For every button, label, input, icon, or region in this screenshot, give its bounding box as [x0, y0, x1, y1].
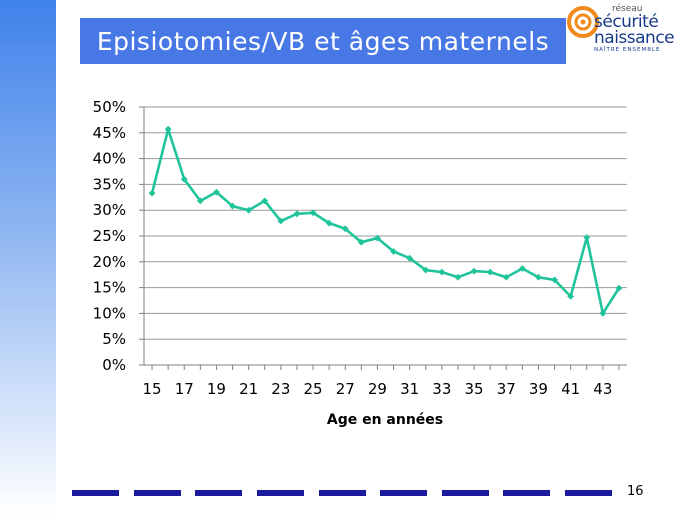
footer-dash: [380, 490, 428, 496]
x-tick-label: 19: [207, 380, 226, 398]
chart-gridlines: [143, 106, 627, 366]
y-axis-ticks: 0% 5% 10% 15% 20% 25% 30% 35% 40% 45% 50%: [93, 98, 144, 374]
footer-dash: [318, 490, 366, 496]
x-tick-label: 31: [400, 380, 419, 398]
footer-dash: [441, 490, 489, 496]
footer-dash: [72, 490, 119, 496]
data-point: [438, 268, 446, 276]
data-point: [599, 310, 607, 317]
x-tick-label: 33: [432, 380, 451, 398]
data-point: [196, 197, 204, 205]
y-tick-label: 50%: [93, 98, 126, 116]
data-point: [615, 284, 623, 292]
logo-line-reseau: réseau: [612, 4, 643, 14]
data-point: [164, 125, 172, 133]
data-point: [325, 219, 333, 227]
data-point: [518, 265, 526, 272]
y-tick-label: 25%: [93, 227, 126, 245]
logo-line-naissance: naissance: [594, 28, 675, 48]
data-point: [341, 225, 349, 233]
x-tick-label: 15: [143, 380, 162, 398]
data-point: [535, 273, 542, 281]
x-tick-label: 25: [304, 380, 323, 398]
footer-dash: [133, 490, 181, 496]
data-point: [567, 292, 575, 300]
y-tick-label: 20%: [93, 253, 126, 271]
title-banner: Episiotomies/VB et âges maternels: [80, 18, 566, 64]
data-point: [148, 189, 156, 197]
data-point: [502, 273, 510, 281]
x-tick-label: 35: [465, 380, 484, 398]
footer-dash: [503, 490, 551, 496]
series-line: [150, 127, 621, 315]
data-point: [551, 276, 558, 284]
data-point: [422, 266, 430, 274]
x-tick-label: 21: [239, 380, 258, 398]
y-tick-label: 10%: [93, 304, 126, 322]
logo-swirl-icon: [567, 6, 599, 38]
footer-dashes: [72, 490, 612, 496]
x-tick-label: 39: [529, 380, 548, 398]
data-point: [309, 209, 317, 217]
y-tick-label: 45%: [93, 124, 126, 142]
data-point: [390, 248, 397, 255]
y-tick-label: 5%: [102, 330, 126, 348]
x-tick-label: 17: [175, 380, 194, 398]
y-tick-label: 30%: [93, 201, 126, 219]
footer-dash: [565, 490, 612, 496]
data-point: [357, 238, 365, 246]
data-point: [213, 188, 220, 196]
x-tick-label: 37: [497, 380, 516, 398]
x-tick-label: 29: [368, 380, 387, 398]
x-axis-title: Age en années: [327, 412, 443, 428]
y-tick-label: 40%: [93, 150, 126, 168]
data-point: [374, 234, 381, 242]
left-decor-bar: [0, 0, 56, 517]
footer-dash: [195, 490, 243, 496]
logo-line-securite: sécurité: [594, 12, 659, 32]
data-point: [293, 210, 301, 218]
x-tick-label: 27: [336, 380, 355, 398]
chart-series: [148, 125, 623, 317]
data-point: [486, 268, 494, 276]
data-point: [454, 273, 462, 281]
x-axis-ticks: 15 17 19 21 23 25 27 29 31 33 35 37 39 41 43: [143, 365, 620, 398]
data-point: [470, 267, 478, 275]
data-point: [229, 202, 236, 210]
data-point: [245, 206, 253, 214]
logo-tagline: NAÎTRE ENSEMBLE: [594, 47, 661, 53]
footer-dash: [256, 490, 304, 496]
y-tick-label: 0%: [102, 356, 126, 374]
page-number: 16: [627, 484, 644, 499]
data-point: [261, 197, 269, 205]
y-tick-label: 35%: [93, 175, 126, 193]
x-tick-label: 41: [561, 380, 580, 398]
data-point: [277, 217, 285, 225]
x-tick-label: 43: [593, 380, 612, 398]
data-point: [406, 254, 414, 262]
logo: réseau sécurité naissance NAÎTRE ENSEMBL…: [566, 3, 686, 53]
slide-title: Episiotomies/VB et âges maternels: [96, 26, 550, 56]
data-point: [583, 234, 591, 241]
data-point: [180, 175, 188, 183]
x-tick-label: 23: [271, 380, 290, 398]
y-tick-label: 15%: [93, 279, 126, 297]
